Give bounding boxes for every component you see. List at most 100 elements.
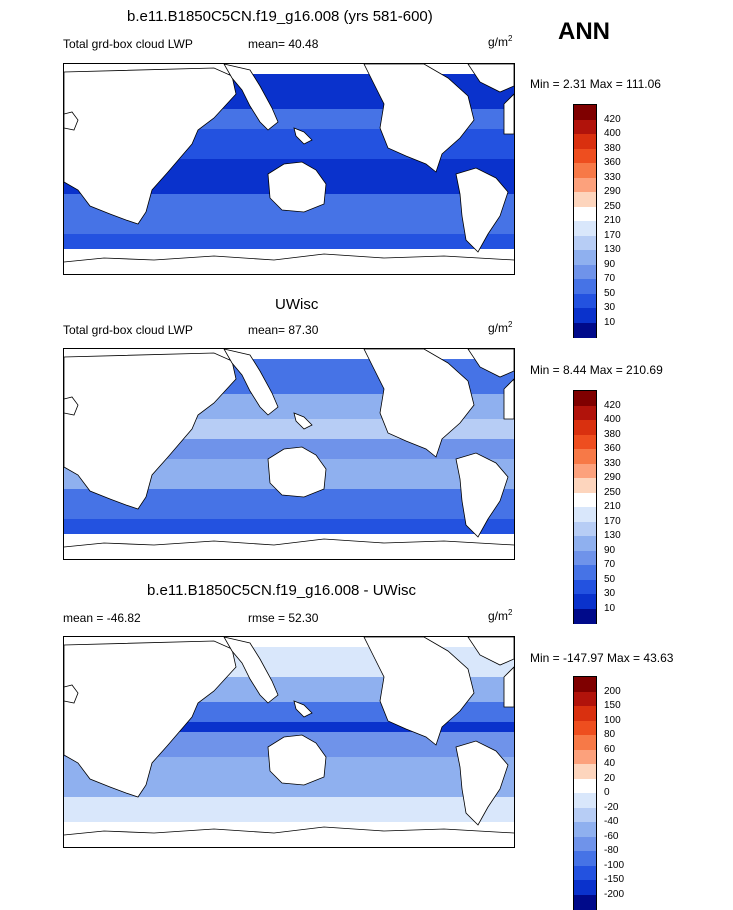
colorbar-swatch [574,720,596,736]
map-plot [63,63,515,275]
colorbar-tick-label: 10 [604,316,616,328]
variable-label: Total grd-box cloud LWP [63,37,193,51]
colorbar-tick-label: 40 [604,758,616,769]
antarctica-coastline [64,253,514,263]
colorbar-swatch [574,177,596,193]
colorbar-swatch [574,420,596,435]
colorbar-tick-label: 200 [604,685,621,697]
colorbar-swatch [574,507,596,522]
colorbar-tick-label: 70 [604,559,616,570]
colorbar-tick-label: -80 [604,845,619,856]
polar-mask [64,249,514,274]
colorbar-swatch [574,235,596,251]
colorbar-swatch [574,264,596,280]
colorbar-tick-label: 170 [604,229,621,241]
mean-label: mean= 87.30 [248,323,319,337]
colorbar-tick-label: 380 [604,142,621,154]
colorbar-swatch [574,865,596,881]
colorbar-tick-label: 420 [604,113,621,125]
colorbar-swatch [574,250,596,265]
minmax-label: Min = 8.44 Max = 210.69 [530,363,663,377]
colorbar-tick-label: 70 [604,273,616,284]
colorbar [573,390,597,624]
mean-label: mean= 40.48 [248,37,319,51]
continent-outline [467,349,514,378]
colorbar-swatch [574,836,596,852]
continent-outline [293,412,313,430]
colorbar-swatch [574,279,596,294]
colorbar-tick-label: 400 [604,414,621,425]
continent-outline [223,64,279,131]
colorbar-swatch [574,105,596,120]
colorbar-tick-label: 50 [604,287,616,299]
colorbar-tick-label: 290 [604,186,621,197]
polar-mask [64,637,514,647]
colorbar-tick-label: 250 [604,200,621,212]
world-map [64,64,514,274]
polar-mask [64,64,514,74]
colorbar-swatch [574,536,596,551]
continent-outline [267,161,327,213]
colorbar-swatch [574,192,596,207]
colorbar-swatch [574,677,596,692]
colorbar-tick-label: 210 [604,501,621,512]
colorbar-swatch [574,478,596,493]
continent-outline [64,640,237,798]
colorbar-swatch [574,405,596,421]
colorbar-tick-label: 50 [604,573,616,585]
colorbar-tick-label: 250 [604,486,621,498]
world-map [64,637,514,847]
colorbar-swatch [574,521,596,537]
colorbar-tick-label: -20 [604,801,619,813]
minmax-label: Min = -147.97 Max = 43.63 [530,651,674,665]
contour-band [64,722,514,732]
season-label: ANN [558,18,610,45]
colorbar-swatch [574,322,596,338]
colorbar-tick-label: 150 [604,700,621,711]
colorbar-swatch [574,550,596,566]
colorbar-swatch [574,134,596,149]
continent-outline [293,127,313,145]
colorbar-swatch [574,119,596,135]
continent-outline [267,446,327,498]
colorbar-swatch [574,793,596,808]
colorbar-tick-label: 10 [604,602,616,614]
colorbar-swatch [574,749,596,765]
colorbar-swatch [574,565,596,580]
continent-outline [455,740,509,826]
continent-outline [223,349,279,416]
colorbar-tick-label: 170 [604,515,621,527]
panel-title: UWisc [275,296,319,313]
colorbar-swatch [574,822,596,837]
colorbar-swatch [574,691,596,707]
colorbar-swatch [574,391,596,406]
continent-outline [363,64,475,173]
polar-mask [64,822,514,847]
colorbar-swatch [574,880,596,895]
mean-label: mean = -46.82 [63,611,141,625]
minmax-label: Min = 2.31 Max = 111.06 [530,77,661,91]
map-plot [63,348,515,560]
continent-outline [503,666,514,708]
colorbar-swatch [574,608,596,624]
colorbar-swatch [574,778,596,794]
units-label: g/m2 [488,320,513,335]
colorbar-tick-label: 60 [604,743,616,755]
colorbar-tick-label: 30 [604,302,616,313]
antarctica-coastline [64,826,514,836]
continent-outline [64,111,79,131]
colorbar-tick-label: 30 [604,588,616,599]
colorbar [573,104,597,338]
continent-outline [64,396,79,416]
colorbar-tick-label: 360 [604,157,621,168]
colorbar-tick-label: -40 [604,816,619,827]
continent-outline [363,637,475,746]
colorbar-swatch [574,293,596,309]
continent-outline [363,349,475,458]
continent-outline [503,378,514,420]
variable-label: Total grd-box cloud LWP [63,323,193,337]
colorbar-swatch [574,579,596,595]
colorbar-swatch [574,221,596,236]
colorbar-tick-label: 210 [604,215,621,226]
colorbar-tick-label: 130 [604,530,621,541]
